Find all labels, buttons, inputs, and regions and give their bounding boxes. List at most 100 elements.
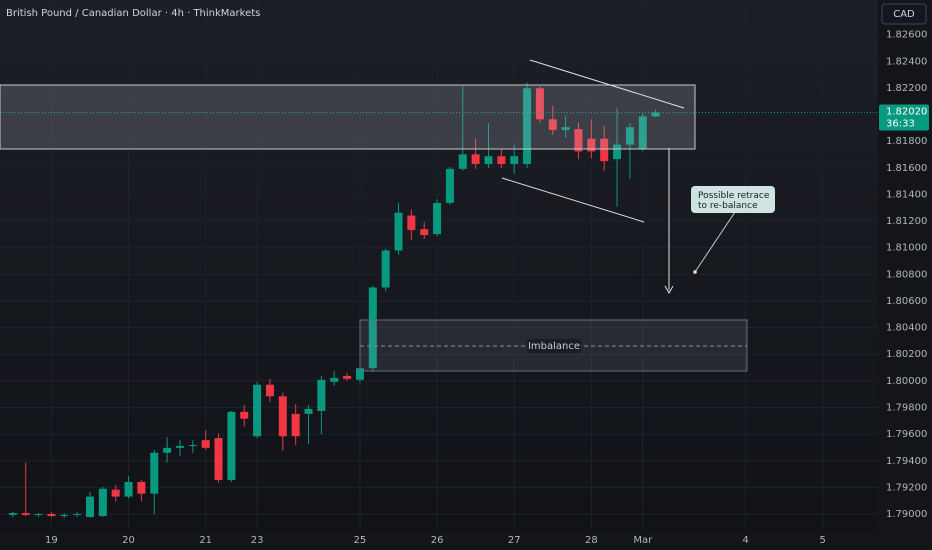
y-tick-label: 1.80000 bbox=[886, 376, 927, 387]
candle-body bbox=[175, 445, 184, 448]
trend-line bbox=[529, 59, 685, 109]
candle-body bbox=[484, 156, 493, 165]
y-tick-label: 1.82600 bbox=[886, 30, 927, 41]
candle-body bbox=[330, 377, 339, 382]
callout-dot bbox=[693, 270, 697, 274]
candle-body bbox=[73, 514, 82, 516]
y-tick-label: 1.79400 bbox=[886, 456, 927, 467]
candle-body bbox=[214, 438, 223, 480]
last-price-label: 1.82020 bbox=[886, 107, 927, 118]
x-tick-label: 26 bbox=[431, 535, 444, 546]
candle-body bbox=[497, 156, 506, 165]
candle-body bbox=[651, 112, 660, 117]
y-tick-label: 1.79600 bbox=[886, 429, 927, 440]
candle-body bbox=[253, 384, 262, 437]
candle-body bbox=[47, 514, 56, 517]
x-tick-label: 19 bbox=[45, 535, 58, 546]
candle-body bbox=[381, 250, 390, 288]
candle-body bbox=[355, 368, 364, 380]
candle-body bbox=[137, 481, 146, 494]
candle-body bbox=[240, 411, 249, 419]
candle-body bbox=[150, 452, 159, 494]
y-tick-label: 1.80600 bbox=[886, 296, 927, 307]
callout-box bbox=[691, 186, 775, 213]
candle-body bbox=[420, 229, 429, 236]
candle-body bbox=[458, 154, 467, 169]
arrow-head bbox=[664, 285, 674, 295]
y-tick-label: 1.81600 bbox=[886, 163, 927, 174]
candle-body bbox=[8, 513, 17, 515]
currency-box bbox=[881, 3, 927, 25]
candle-body bbox=[98, 488, 107, 517]
candle-body bbox=[278, 396, 287, 437]
candle-body bbox=[600, 138, 609, 162]
y-tick-label: 1.82200 bbox=[886, 83, 927, 94]
x-tick-label: 28 bbox=[585, 535, 598, 546]
candle-body bbox=[368, 287, 377, 369]
candle-body bbox=[613, 144, 622, 160]
candle-body bbox=[201, 440, 210, 448]
candle-body bbox=[34, 514, 43, 516]
candle-body bbox=[471, 154, 480, 165]
candle-body bbox=[111, 489, 120, 497]
candle-body bbox=[124, 481, 133, 497]
x-tick-label: 23 bbox=[251, 535, 264, 546]
x-tick-label: 5 bbox=[820, 535, 826, 546]
callout-line bbox=[694, 211, 736, 273]
x-tick-label: 4 bbox=[742, 535, 748, 546]
x-tick-label: Mar bbox=[633, 535, 653, 546]
price-axis bbox=[878, 0, 932, 530]
callout-text: Possible retrace to re-balance bbox=[698, 191, 770, 211]
y-tick-label: 1.80400 bbox=[886, 323, 927, 334]
x-tick-label: 25 bbox=[354, 535, 367, 546]
supply-zone bbox=[0, 84, 696, 150]
candle-body bbox=[21, 513, 30, 515]
candle-body bbox=[394, 212, 403, 251]
imbalance-label: Imbalance bbox=[528, 341, 580, 352]
candle-body bbox=[60, 514, 69, 517]
candle-body bbox=[317, 379, 326, 411]
candle-body bbox=[291, 413, 300, 437]
y-tick-label: 1.80200 bbox=[886, 349, 927, 360]
currency: CAD bbox=[893, 9, 915, 20]
candle-body bbox=[163, 447, 172, 453]
chart-title: British Pound / Canadian Dollar · 4h · T… bbox=[6, 8, 260, 19]
candle-body bbox=[227, 411, 236, 480]
candle-body bbox=[535, 88, 544, 120]
candle-body bbox=[407, 215, 416, 231]
y-tick-label: 1.81800 bbox=[886, 136, 927, 147]
y-tick-label: 1.80800 bbox=[886, 269, 927, 280]
candle-body bbox=[561, 127, 570, 130]
candle-body bbox=[433, 202, 442, 235]
candle-body bbox=[304, 408, 313, 414]
candle-body bbox=[188, 445, 197, 447]
x-tick-label: 20 bbox=[122, 535, 135, 546]
candle-body bbox=[548, 119, 557, 130]
label-bg bbox=[527, 339, 581, 353]
last-price-box bbox=[879, 104, 929, 131]
candle-body bbox=[265, 384, 274, 397]
candle-body bbox=[523, 88, 532, 165]
countdown: 36:33 bbox=[886, 119, 915, 130]
y-tick-label: 1.81400 bbox=[886, 189, 927, 200]
candle-body bbox=[343, 375, 352, 379]
time-axis bbox=[0, 530, 932, 550]
y-tick-label: 1.79000 bbox=[886, 509, 927, 520]
y-tick-label: 1.79200 bbox=[886, 482, 927, 493]
candle-body bbox=[445, 168, 454, 203]
y-tick-label: 1.82400 bbox=[886, 56, 927, 67]
candle-body bbox=[587, 138, 596, 152]
y-tick-label: 1.79800 bbox=[886, 402, 927, 413]
candle-body bbox=[625, 127, 634, 145]
candle-body bbox=[574, 129, 583, 152]
x-tick-label: 21 bbox=[199, 535, 212, 546]
candle-body bbox=[638, 116, 647, 149]
candle-body bbox=[510, 156, 519, 165]
y-tick-label: 1.81200 bbox=[886, 216, 927, 227]
trend-line bbox=[501, 177, 645, 223]
candle-body bbox=[85, 496, 94, 517]
y-tick-label: 1.81000 bbox=[886, 243, 927, 254]
x-tick-label: 27 bbox=[508, 535, 521, 546]
